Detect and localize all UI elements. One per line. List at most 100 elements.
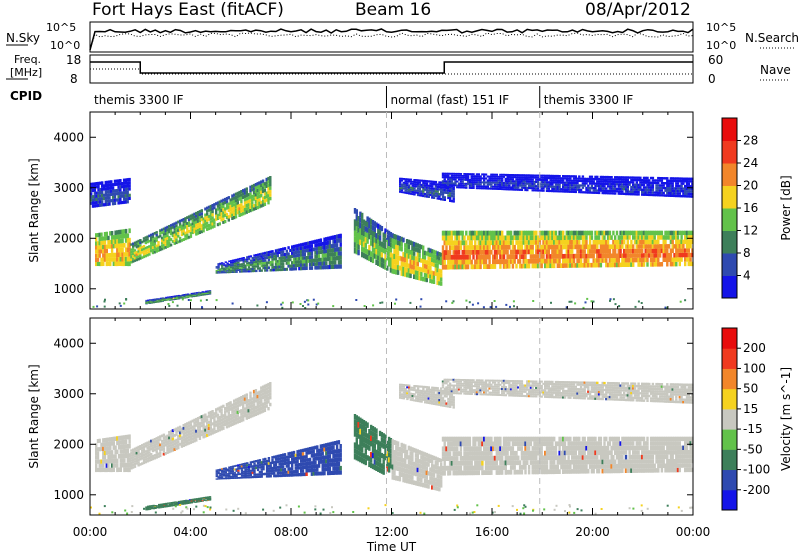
power-cell <box>509 259 513 264</box>
velocity-cell <box>159 438 162 441</box>
velocity-cell <box>169 435 173 439</box>
power-cell <box>585 189 588 192</box>
power-cell <box>195 226 198 230</box>
power-cell <box>450 264 454 270</box>
power-cell <box>107 235 110 241</box>
velocity-cell <box>258 407 261 411</box>
power-cell <box>475 179 479 182</box>
power-cell <box>623 181 626 184</box>
power-cell <box>142 250 146 253</box>
power-cell <box>438 281 441 286</box>
power-cell <box>119 188 122 192</box>
power-cell <box>436 259 439 264</box>
power-cell <box>414 242 418 248</box>
power-cell <box>635 235 638 240</box>
power-cell <box>198 225 202 228</box>
power-cell <box>269 263 272 267</box>
power-cell <box>571 240 574 245</box>
power-cell <box>630 239 633 245</box>
scatter-speck <box>618 305 621 308</box>
power-cell <box>243 194 247 199</box>
power-cell <box>492 240 495 246</box>
power-cell <box>644 188 647 192</box>
power-cell <box>90 201 93 205</box>
power-cell <box>405 239 409 244</box>
power-cell <box>197 292 201 294</box>
power-cell <box>132 242 135 245</box>
power-cell <box>504 240 507 245</box>
power-cell <box>526 230 529 236</box>
velocity-cell <box>144 452 147 456</box>
velocity-cell <box>175 444 178 448</box>
power-cell <box>222 267 226 269</box>
power-cell <box>222 208 225 212</box>
power-cell <box>431 257 434 262</box>
power-cell <box>544 174 547 177</box>
power-cell <box>151 240 155 244</box>
power-cell <box>300 243 303 247</box>
velocity-cell <box>146 444 149 447</box>
power-cell <box>477 240 480 246</box>
power-cell <box>115 198 118 202</box>
power-cell <box>671 177 674 180</box>
velocity-cell <box>150 439 153 443</box>
power-cell <box>680 189 683 193</box>
power-cell <box>182 220 185 224</box>
velocity-cell <box>233 415 236 419</box>
power-cell <box>267 251 271 254</box>
power-cell <box>558 249 561 254</box>
power-cell <box>504 249 507 255</box>
power-cell <box>366 216 369 222</box>
velocity-cell <box>178 425 182 429</box>
power-cell <box>457 245 461 250</box>
power-cell <box>465 264 468 270</box>
velocity-cell <box>116 467 119 473</box>
power-cell <box>687 244 690 249</box>
power-cell <box>438 252 441 257</box>
power-cell <box>416 187 420 190</box>
velocity-cell <box>218 422 221 426</box>
power-cell <box>271 263 274 267</box>
power-cell <box>547 187 550 190</box>
power-cell <box>603 239 606 245</box>
power-cell <box>405 267 409 273</box>
velocity-cell <box>150 442 153 446</box>
power-cell <box>233 206 236 210</box>
power-cell <box>588 182 592 185</box>
power-cell <box>560 244 563 250</box>
power-cell <box>605 244 608 249</box>
power-cell <box>527 235 531 241</box>
power-cell <box>594 244 597 250</box>
power-cell <box>427 186 430 190</box>
power-cell <box>382 232 385 238</box>
power-cell <box>461 240 464 246</box>
power-cell <box>529 180 533 183</box>
power-cell <box>314 265 317 270</box>
power-cell <box>174 295 177 297</box>
velocity-cell <box>218 409 221 413</box>
power-cell <box>685 192 689 196</box>
power-cell <box>423 268 427 273</box>
power-cell <box>524 235 527 241</box>
power-cell <box>378 261 382 267</box>
power-cell <box>292 260 296 265</box>
power-cell <box>608 258 612 263</box>
velocity-cell <box>260 393 263 397</box>
velocity-cell <box>155 447 158 451</box>
power-cell <box>308 259 312 263</box>
power-cell <box>633 235 637 240</box>
power-cell <box>477 175 480 178</box>
power-cell <box>531 176 534 179</box>
power-cell <box>132 245 135 248</box>
power-cell <box>252 207 256 211</box>
power-cell <box>658 235 662 240</box>
power-cell <box>574 175 577 178</box>
power-cell <box>563 177 567 180</box>
power-cell <box>675 194 678 198</box>
power-cell <box>497 175 500 178</box>
velocity-cell <box>164 441 167 444</box>
power-cell <box>657 235 660 240</box>
power-cell <box>230 263 233 265</box>
power-cell <box>122 178 126 182</box>
power-cell <box>669 248 673 253</box>
